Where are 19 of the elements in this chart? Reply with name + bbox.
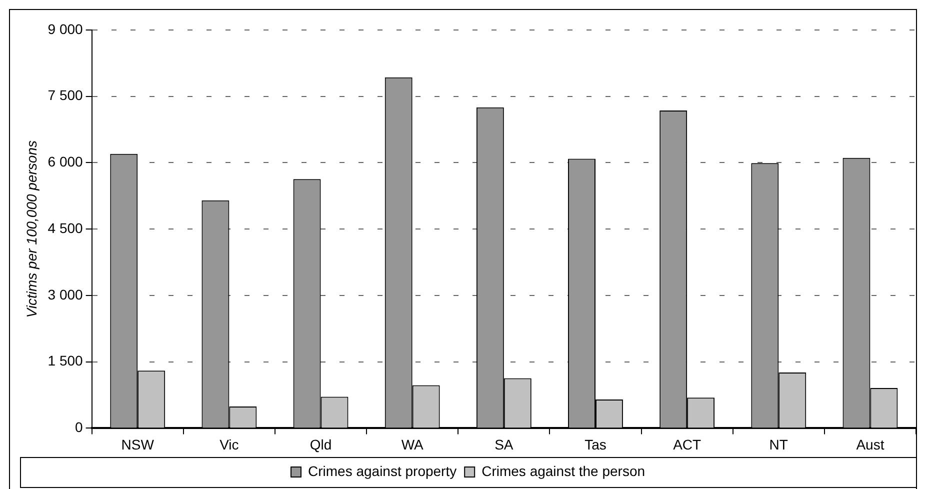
x-tick-label: WA [401,436,424,452]
legend-label: Crimes against property [308,462,457,479]
x-tick-label: SA [494,436,514,452]
y-tick-label: 9 000 [48,20,84,37]
y-axis-title: Victims per 100,000 persons [23,140,40,318]
x-tick-label: Vic [220,436,239,452]
x-tick-label: Aust [856,436,884,452]
y-tick-label: 7 500 [48,87,84,104]
x-tick-label: NSW [121,436,155,452]
y-tick-label: 0 [75,419,84,436]
x-tick-label: Tas [584,436,606,452]
x-tick-label: Qld [310,436,332,452]
legend-label: Crimes against the person [482,462,646,479]
y-tick-label: 6 000 [48,154,84,170]
y-tick-label: 1 500 [48,352,84,369]
x-tick-label: NT [769,436,788,452]
y-tick-label: 3 000 [48,286,84,302]
y-tick-label: 4 500 [48,220,84,236]
x-tick-label: ACT [673,436,702,452]
